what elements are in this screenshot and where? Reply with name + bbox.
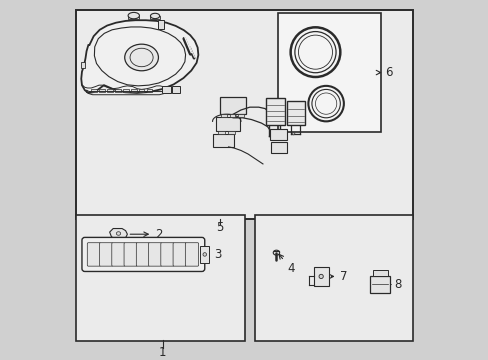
- FancyBboxPatch shape: [82, 237, 204, 271]
- Bar: [200, 246, 208, 263]
- Text: 6: 6: [375, 66, 391, 79]
- Ellipse shape: [273, 250, 279, 255]
- Bar: [370, 276, 389, 293]
- Text: 4: 4: [279, 254, 294, 275]
- FancyBboxPatch shape: [100, 243, 113, 266]
- Bar: [227, 131, 234, 134]
- Bar: [139, 89, 144, 92]
- Text: 2: 2: [130, 228, 162, 241]
- Text: 5: 5: [216, 221, 223, 234]
- FancyBboxPatch shape: [148, 243, 162, 266]
- Bar: [131, 89, 136, 92]
- Bar: [157, 20, 163, 29]
- Text: 7: 7: [328, 270, 347, 283]
- FancyBboxPatch shape: [112, 243, 125, 266]
- Ellipse shape: [116, 232, 121, 235]
- Bar: [123, 89, 128, 92]
- Bar: [221, 113, 226, 117]
- Text: 8: 8: [386, 278, 401, 291]
- FancyBboxPatch shape: [173, 243, 186, 266]
- Bar: [216, 117, 240, 131]
- Bar: [162, 86, 171, 93]
- Ellipse shape: [150, 13, 160, 19]
- Bar: [255, 215, 412, 341]
- Bar: [270, 142, 286, 153]
- Bar: [171, 86, 179, 93]
- Bar: [115, 89, 121, 92]
- Polygon shape: [81, 20, 198, 93]
- FancyBboxPatch shape: [185, 243, 198, 266]
- Bar: [286, 101, 304, 125]
- Bar: [76, 215, 244, 341]
- Polygon shape: [109, 229, 127, 240]
- Bar: [218, 131, 224, 134]
- Bar: [76, 10, 412, 219]
- Text: 1: 1: [159, 346, 166, 359]
- Ellipse shape: [128, 12, 139, 19]
- Ellipse shape: [124, 44, 158, 71]
- FancyBboxPatch shape: [87, 243, 101, 266]
- Ellipse shape: [291, 133, 294, 135]
- Bar: [107, 89, 113, 92]
- FancyBboxPatch shape: [124, 243, 137, 266]
- Text: 3: 3: [203, 248, 221, 261]
- Bar: [128, 15, 139, 19]
- FancyBboxPatch shape: [136, 243, 149, 266]
- Bar: [81, 62, 84, 68]
- Bar: [219, 97, 246, 114]
- Bar: [99, 89, 104, 92]
- Bar: [229, 113, 235, 117]
- Bar: [269, 129, 286, 140]
- Ellipse shape: [203, 253, 206, 256]
- Ellipse shape: [318, 274, 323, 279]
- Bar: [265, 98, 285, 125]
- Bar: [146, 89, 152, 92]
- FancyBboxPatch shape: [161, 243, 174, 266]
- Bar: [150, 16, 160, 19]
- Bar: [91, 89, 97, 92]
- Bar: [278, 13, 380, 132]
- Bar: [212, 134, 233, 147]
- Bar: [238, 113, 244, 117]
- Bar: [313, 267, 328, 286]
- Bar: [372, 270, 386, 276]
